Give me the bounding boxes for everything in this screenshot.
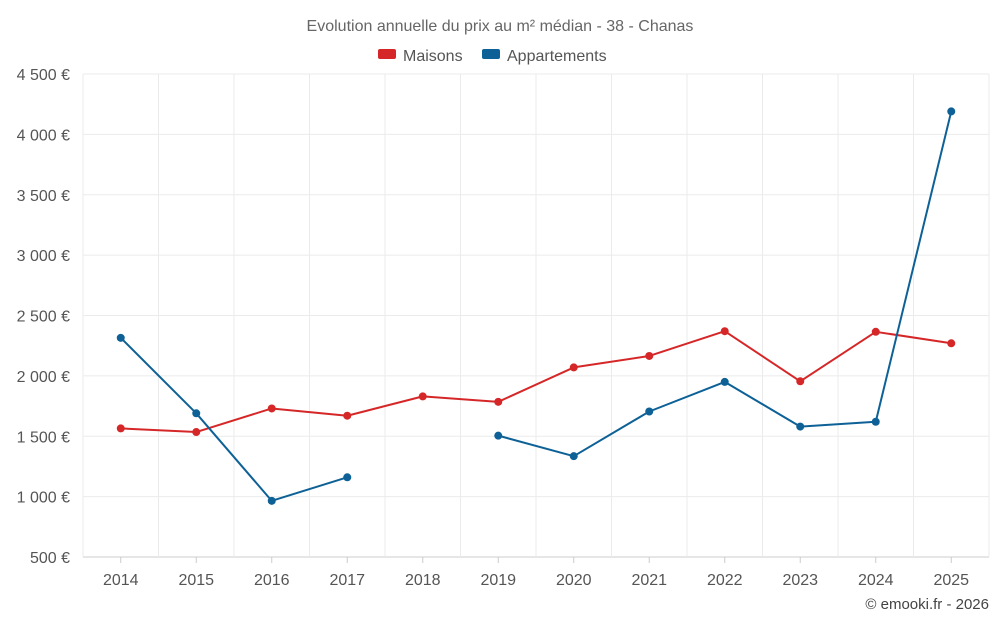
data-point-maisons[interactable]: [418, 392, 427, 401]
x-tick-label: 2025: [933, 572, 969, 589]
y-tick-label: 500 €: [30, 550, 70, 567]
y-tick-label: 3 500 €: [17, 188, 70, 205]
data-point-maisons[interactable]: [494, 397, 503, 406]
legend: Maisons Appartements: [378, 48, 607, 65]
data-point-maisons[interactable]: [192, 428, 201, 437]
data-point-maisons[interactable]: [267, 404, 276, 413]
y-tick-label: 4 000 €: [17, 127, 70, 144]
data-point-maisons[interactable]: [645, 351, 654, 360]
legend-swatch-appartements: [482, 49, 500, 59]
series-line-appartements: [497, 110, 953, 458]
data-point-appartements[interactable]: [947, 107, 956, 116]
y-tick-label: 4 500 €: [17, 67, 70, 84]
x-tick-label: 2015: [178, 572, 214, 589]
y-tick-label: 2 500 €: [17, 309, 70, 326]
data-point-maisons[interactable]: [116, 424, 125, 433]
x-tick-label: 2018: [405, 572, 441, 589]
data-point-appartements[interactable]: [267, 496, 276, 505]
data-point-appartements[interactable]: [494, 431, 503, 440]
data-point-maisons[interactable]: [720, 327, 729, 336]
x-tick-label: 2023: [782, 572, 818, 589]
data-point-maisons[interactable]: [871, 327, 880, 336]
y-tick-label: 2 000 €: [17, 369, 70, 386]
legend-label-maisons: Maisons: [403, 48, 463, 65]
data-point-appartements[interactable]: [720, 377, 729, 386]
series-maisons: [116, 327, 956, 437]
data-point-maisons[interactable]: [947, 339, 956, 348]
legend-item-maisons[interactable]: Maisons: [378, 48, 463, 65]
x-tick-label: 2014: [103, 572, 139, 589]
series-line-appartements: [119, 336, 349, 502]
legend-item-appartements[interactable]: Appartements: [482, 48, 607, 65]
grid: [82, 73, 990, 558]
data-point-appartements[interactable]: [569, 452, 578, 461]
x-tick-label: 2022: [707, 572, 743, 589]
data-point-appartements[interactable]: [645, 407, 654, 416]
series-line-maisons: [119, 330, 953, 434]
series: [116, 107, 956, 505]
y-axis-ticks: 500 € 1 000 € 1 500 € 2 000 € 2 500 € 3 000 €…: [17, 67, 70, 567]
x-tick-label: 2024: [858, 572, 894, 589]
credit-text: © emooki.fr - 2026: [865, 596, 989, 613]
data-point-maisons[interactable]: [569, 363, 578, 372]
x-tick-label: 2019: [480, 572, 516, 589]
data-point-appartements[interactable]: [871, 417, 880, 426]
x-tick-label: 2021: [631, 572, 667, 589]
y-tick-label: 1 500 €: [17, 429, 70, 446]
y-tick-label: 1 000 €: [17, 490, 70, 507]
data-point-maisons[interactable]: [343, 411, 352, 420]
legend-label-appartements: Appartements: [507, 48, 607, 65]
legend-swatch-maisons: [378, 49, 396, 59]
data-point-appartements[interactable]: [796, 422, 805, 431]
x-tick-label: 2020: [556, 572, 592, 589]
x-tick-label: 2017: [329, 572, 365, 589]
data-point-appartements[interactable]: [343, 473, 352, 482]
data-point-appartements[interactable]: [116, 333, 125, 342]
data-point-appartements[interactable]: [192, 409, 201, 418]
x-tick-label: 2016: [254, 572, 290, 589]
series-appartements: [116, 107, 956, 505]
y-tick-label: 3 000 €: [17, 248, 70, 265]
x-axis-ticks: 2014 2015 2016 2017 2018 2019 2020 2021 2022 2023…: [103, 557, 969, 589]
data-point-maisons[interactable]: [796, 377, 805, 386]
chart-title: Evolution annuelle du prix au m² médian …: [307, 18, 694, 35]
